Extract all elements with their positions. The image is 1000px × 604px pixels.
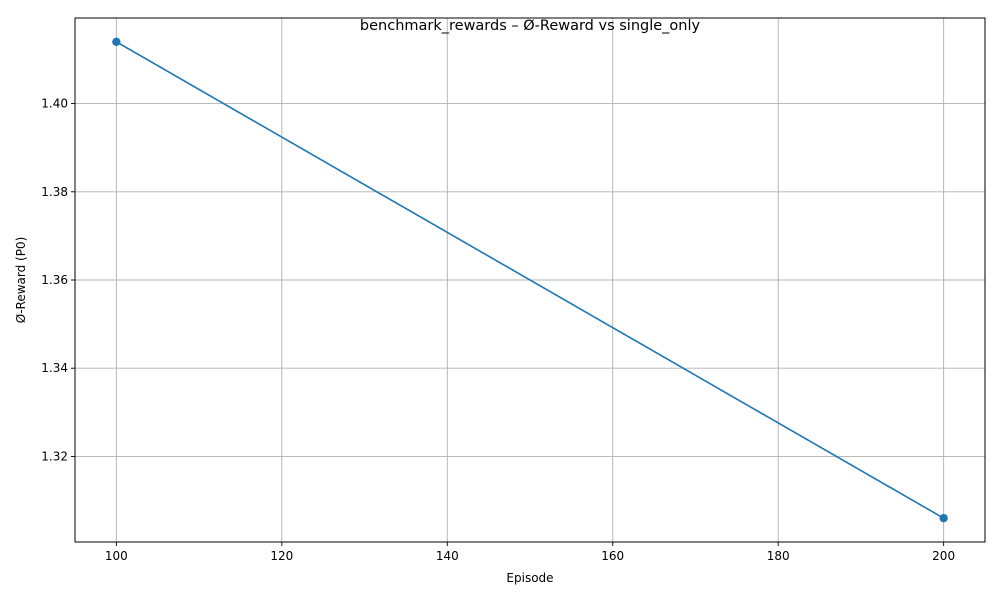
tick-layer: 100 120 140 160 180 200 1.32 1.34 1.36 1.38 1.40 [41,97,955,563]
x-tick-label: 140 [436,549,459,563]
chart-title: benchmark_rewards – Ø-Reward vs single_o… [360,18,701,34]
y-axis-label: Ø-Reward (P0) [14,237,28,324]
x-axis-label: Episode [506,571,553,585]
series-line [115,41,945,519]
data-point [939,513,948,523]
data-point [112,37,121,47]
x-tick-label: 100 [105,549,128,563]
y-tick-label: 1.36 [41,273,68,287]
x-tick-label: 180 [767,549,790,563]
y-tick-label: 1.34 [41,361,68,375]
x-tick-label: 200 [932,549,955,563]
x-tick-label: 120 [270,549,293,563]
y-tick-label: 1.40 [41,97,68,111]
y-tick-label: 1.38 [41,185,68,199]
y-tick-label: 1.32 [41,449,68,463]
x-tick-label: 160 [601,549,624,563]
series-layer [112,37,948,523]
